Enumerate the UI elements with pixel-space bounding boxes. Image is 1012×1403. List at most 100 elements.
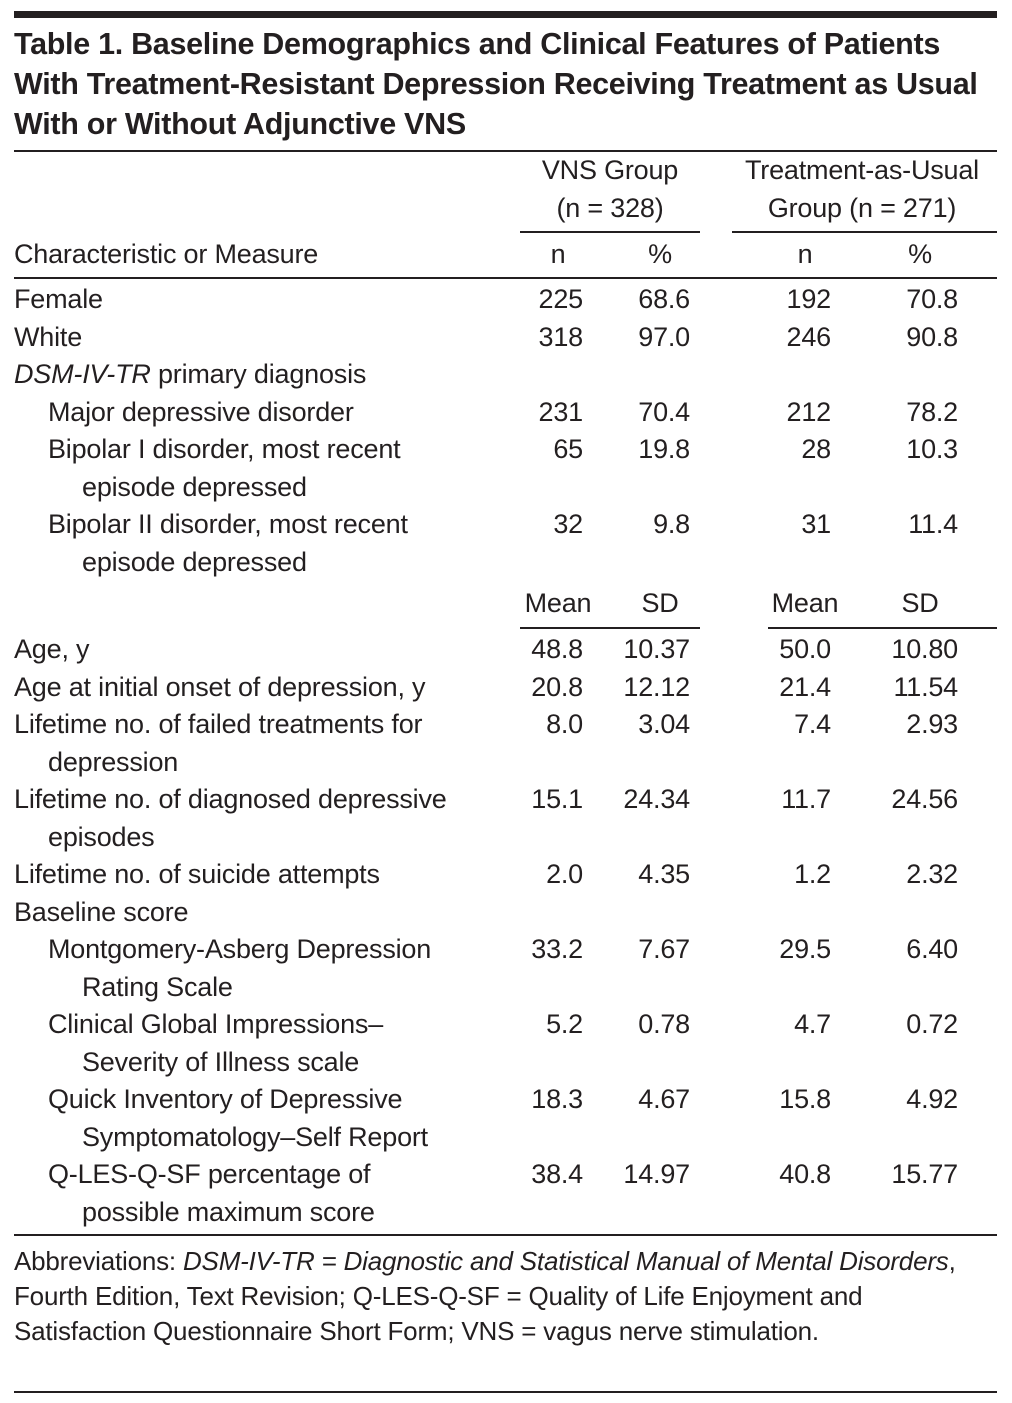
row-label-text: Montgomery-Asberg Depression — [48, 934, 432, 965]
row-label-text: Quick Inventory of Depressive — [48, 1084, 403, 1115]
row-label: Age at initial onset of depression, y — [14, 669, 426, 707]
tau-value-2: 4.92 — [906, 1084, 958, 1115]
row-label: Montgomery-Asberg Depression — [48, 931, 431, 969]
table-title: Table 1. Baseline Demographics and Clini… — [14, 27, 978, 141]
row-label-text: Clinical Global Impressions– — [48, 1009, 384, 1040]
row-label-text: episode depressed — [82, 546, 307, 577]
vns-value-2: 97.0 — [638, 321, 690, 352]
row-label-text: Symptomatology–Self Report — [82, 1121, 428, 1152]
vns-value-2: 70.4 — [638, 396, 690, 427]
tau-value-1: 50.0 — [779, 634, 831, 665]
row-label-continuation: episodes — [48, 819, 155, 857]
tau-sd-header: SD — [901, 588, 939, 618]
row-label-continuation: episode depressed — [82, 544, 307, 582]
vns-value-2: 9.8 — [653, 509, 690, 540]
tau-value-1: 28 — [801, 434, 831, 465]
vns-n-header: n — [550, 239, 566, 269]
row-label-continuation: depression — [48, 744, 178, 782]
tau-value-1: 11.7 — [781, 784, 831, 815]
tau-value-2: 10.80 — [891, 634, 958, 665]
vns-group-label: VNS Group — [541, 155, 679, 185]
vns-value-2: 4.67 — [638, 1084, 690, 1115]
tau-value-2: 6.40 — [906, 934, 958, 965]
row-label-text: Lifetime no. of suicide attempts — [14, 859, 380, 890]
row-label: White — [14, 319, 82, 357]
tau-value-2: 78.2 — [906, 396, 958, 427]
row-label: Q-LES-Q-SF percentage of — [48, 1156, 371, 1194]
vns-stat-rule — [520, 627, 700, 629]
row-label: Bipolar I disorder, most recent — [48, 431, 401, 469]
row-label-text: Baseline score — [14, 896, 189, 927]
vns-mean-header: Mean — [524, 588, 592, 618]
row-label-text: Age, y — [14, 634, 90, 665]
tau-value-2: 11.4 — [908, 509, 958, 540]
tau-value-1: 7.4 — [794, 709, 831, 740]
row-label: Age, y — [14, 631, 90, 669]
row-label-text: Bipolar II disorder, most recent — [48, 509, 408, 540]
row-label-text: Lifetime no. of diagnosed depressive — [14, 784, 447, 815]
vns-value-1: 225 — [538, 284, 584, 315]
row-label-continuation: possible maximum score — [82, 1194, 375, 1232]
title-rule — [14, 150, 997, 152]
tau-pct-header: % — [908, 239, 932, 269]
vns-value-1: 48.8 — [531, 634, 583, 665]
tau-value-2: 70.8 — [906, 284, 958, 315]
vns-value-2: 12.12 — [623, 671, 690, 702]
vns-value-1: 20.8 — [531, 671, 583, 702]
row-label: Clinical Global Impressions– — [48, 1006, 383, 1044]
vns-value-1: 15.1 — [531, 784, 583, 815]
row-label-text: Bipolar I disorder, most recent — [48, 434, 401, 465]
tau-value-2: 90.8 — [906, 321, 958, 352]
footnote: Abbreviations: DSM-IV-TR = Diagnostic an… — [14, 1244, 994, 1349]
row-label-text: Q-LES-Q-SF percentage of — [48, 1159, 371, 1190]
tau-value-1: 192 — [786, 284, 832, 315]
row-label-continuation: Severity of Illness scale — [82, 1044, 359, 1082]
vns-value-2: 24.34 — [623, 784, 690, 815]
row-label-continuation: Symptomatology–Self Report — [82, 1119, 428, 1157]
vns-group-n: (n = 328) — [556, 192, 664, 223]
vns-value-1: 65 — [553, 434, 583, 465]
vns-value-1: 5.2 — [546, 1009, 583, 1040]
footnote-part: , Fourth Edition, Text Revision; Q-LES-Q… — [14, 1246, 956, 1346]
tau-value-2: 0.72 — [906, 1009, 958, 1040]
vns-pct-header: % — [648, 239, 672, 269]
tau-value-2: 11.54 — [893, 671, 958, 702]
row-label-text: Major depressive disorder — [48, 396, 354, 427]
vns-value-1: 33.2 — [531, 934, 583, 965]
footer-rule — [14, 1391, 997, 1393]
tau-value-2: 15.77 — [891, 1159, 958, 1190]
tau-value-1: 1.2 — [794, 859, 831, 890]
row-label: Bipolar II disorder, most recent — [48, 506, 408, 544]
row-label-text: Severity of Illness scale — [82, 1046, 360, 1077]
tau-value-1: 246 — [786, 321, 832, 352]
tau-value-1: 21.4 — [779, 671, 831, 702]
tau-value-1: 4.7 — [794, 1009, 831, 1040]
row-label-italic: DSM-IV-TR — [14, 359, 151, 390]
header-bottom-rule — [14, 277, 997, 279]
vns-value-2: 68.6 — [638, 284, 690, 315]
row-label-text: Rating Scale — [82, 971, 233, 1002]
row-label-text: White — [14, 321, 83, 352]
row-label-text: Lifetime no. of failed treatments for — [14, 709, 423, 740]
row-label: Baseline score — [14, 894, 188, 932]
row-label: Quick Inventory of Depressive — [48, 1081, 403, 1119]
row-label: Female — [14, 281, 103, 319]
table-bottom-rule — [14, 1234, 997, 1236]
row-label: Lifetime no. of suicide attempts — [14, 856, 380, 894]
vns-value-2: 3.04 — [638, 709, 690, 740]
vns-value-2: 19.8 — [638, 434, 690, 465]
tau-value-1: 212 — [786, 396, 832, 427]
row-label-text: depression — [48, 746, 179, 777]
vns-value-2: 7.67 — [638, 934, 690, 965]
row-label: Lifetime no. of diagnosed depressive — [14, 781, 447, 819]
vns-value-2: 0.78 — [638, 1009, 690, 1040]
tau-value-1: 40.8 — [779, 1159, 831, 1190]
footnote-part: Abbreviations: — [14, 1246, 183, 1276]
tau-value-1: 29.5 — [779, 934, 831, 965]
vns-value-1: 2.0 — [546, 859, 583, 890]
tau-value-1: 15.8 — [779, 1084, 831, 1115]
row-label-text: possible maximum score — [82, 1196, 375, 1227]
vns-value-1: 318 — [538, 321, 584, 352]
footnote-part: DSM-IV-TR = Diagnostic and Statistical M… — [182, 1246, 949, 1276]
top-thick-rule — [14, 11, 997, 18]
